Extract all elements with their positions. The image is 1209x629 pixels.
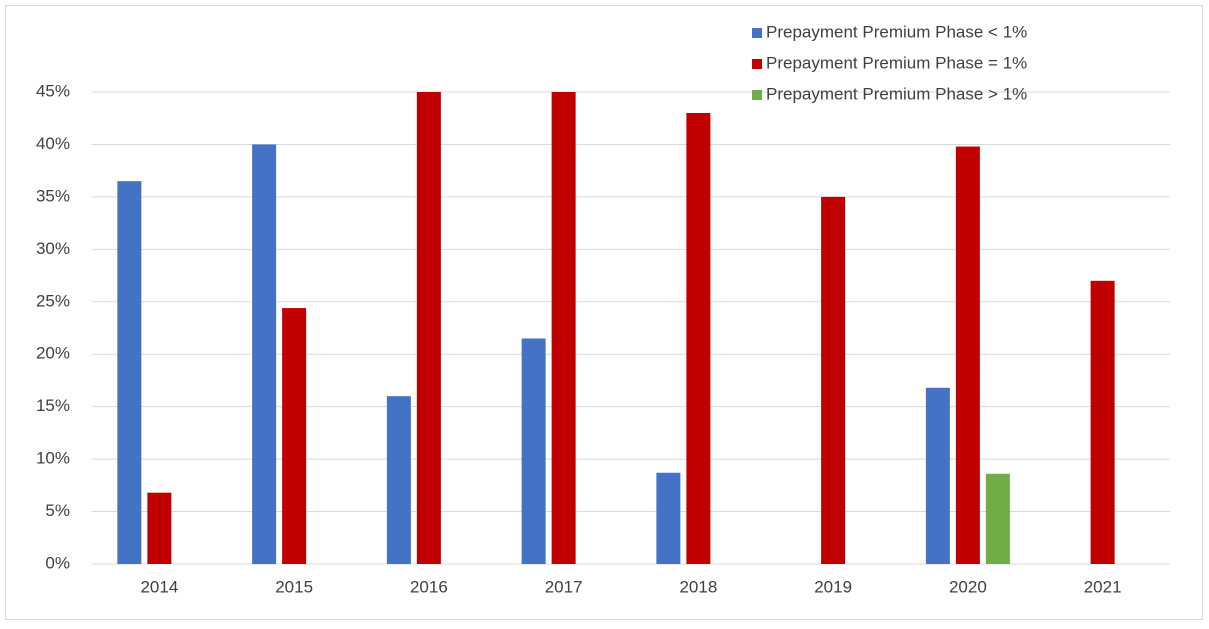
x-tick-label: 2014 bbox=[140, 577, 178, 596]
y-tick-label: 25% bbox=[36, 291, 70, 310]
bar bbox=[117, 181, 142, 564]
legend-swatch bbox=[752, 90, 762, 100]
bar bbox=[147, 492, 172, 564]
bar bbox=[821, 196, 846, 564]
bar bbox=[551, 92, 576, 564]
x-tick-label: 2018 bbox=[679, 577, 717, 596]
bar bbox=[1090, 280, 1115, 564]
bar bbox=[282, 308, 307, 564]
y-tick-label: 35% bbox=[36, 186, 70, 205]
y-tick-label: 40% bbox=[36, 134, 70, 153]
legend-label: Prepayment Premium Phase = 1% bbox=[766, 53, 1027, 72]
bar bbox=[686, 112, 711, 564]
y-tick-label: 15% bbox=[36, 396, 70, 415]
bar bbox=[985, 473, 1010, 564]
y-tick-label: 45% bbox=[36, 81, 70, 100]
y-tick-label: 10% bbox=[36, 449, 70, 468]
legend-label: Prepayment Premium Phase < 1% bbox=[766, 22, 1027, 41]
bar bbox=[925, 387, 950, 564]
bar bbox=[656, 472, 681, 564]
bar bbox=[386, 396, 411, 564]
y-tick-label: 30% bbox=[36, 239, 70, 258]
x-tick-label: 2017 bbox=[545, 577, 583, 596]
x-tick-label: 2019 bbox=[814, 577, 852, 596]
y-tick-label: 5% bbox=[45, 501, 70, 520]
x-tick-label: 2016 bbox=[410, 577, 448, 596]
legend-swatch bbox=[752, 28, 762, 38]
legend-swatch bbox=[752, 59, 762, 69]
x-tick-label: 2015 bbox=[275, 577, 313, 596]
bar bbox=[252, 144, 277, 564]
legend-label: Prepayment Premium Phase > 1% bbox=[766, 84, 1027, 103]
x-tick-label: 2021 bbox=[1084, 577, 1122, 596]
y-tick-label: 20% bbox=[36, 344, 70, 363]
y-tick-label: 0% bbox=[45, 553, 70, 572]
bar bbox=[955, 146, 980, 564]
bar bbox=[416, 92, 441, 564]
x-tick-label: 2020 bbox=[949, 577, 987, 596]
bar bbox=[521, 338, 546, 564]
